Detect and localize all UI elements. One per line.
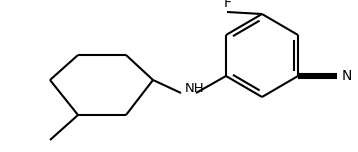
Text: F: F — [224, 0, 232, 10]
Text: NH: NH — [185, 81, 205, 95]
Text: N: N — [342, 69, 352, 83]
